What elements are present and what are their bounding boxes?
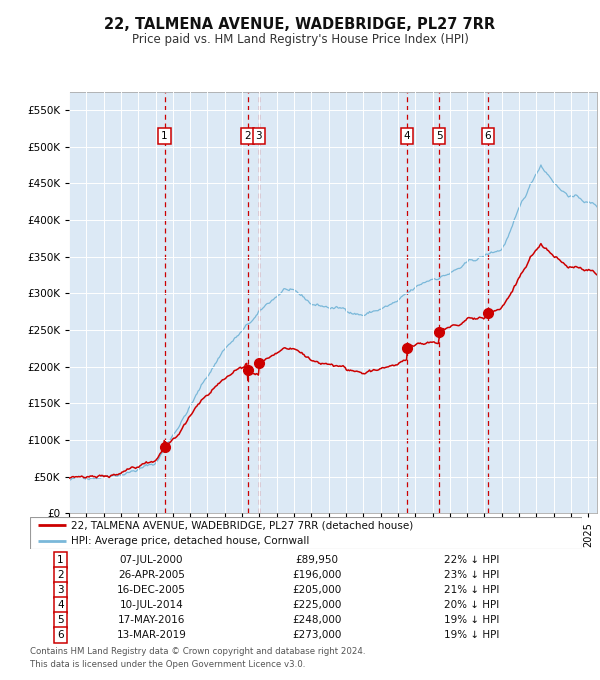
Text: HPI: Average price, detached house, Cornwall: HPI: Average price, detached house, Corn… [71,536,310,546]
Text: Price paid vs. HM Land Registry's House Price Index (HPI): Price paid vs. HM Land Registry's House … [131,33,469,46]
Text: 26-APR-2005: 26-APR-2005 [118,571,185,580]
Text: 19% ↓ HPI: 19% ↓ HPI [444,630,499,640]
Text: 5: 5 [436,131,442,141]
Text: 21% ↓ HPI: 21% ↓ HPI [444,585,499,595]
Text: 19% ↓ HPI: 19% ↓ HPI [444,615,499,625]
Text: 16-DEC-2005: 16-DEC-2005 [117,585,186,595]
Text: 07-JUL-2000: 07-JUL-2000 [119,556,183,565]
Text: 10-JUL-2014: 10-JUL-2014 [119,600,184,610]
Text: £225,000: £225,000 [292,600,342,610]
Text: 22, TALMENA AVENUE, WADEBRIDGE, PL27 7RR: 22, TALMENA AVENUE, WADEBRIDGE, PL27 7RR [104,17,496,32]
Text: Contains HM Land Registry data © Crown copyright and database right 2024.: Contains HM Land Registry data © Crown c… [30,647,365,656]
Text: 4: 4 [404,131,410,141]
Text: 4: 4 [57,600,64,610]
Text: 22% ↓ HPI: 22% ↓ HPI [444,556,499,565]
Text: This data is licensed under the Open Government Licence v3.0.: This data is licensed under the Open Gov… [30,660,305,668]
Text: 20% ↓ HPI: 20% ↓ HPI [444,600,499,610]
Text: £248,000: £248,000 [292,615,342,625]
Text: 3: 3 [57,585,64,595]
Text: 17-MAY-2016: 17-MAY-2016 [118,615,185,625]
Text: 3: 3 [256,131,262,141]
Text: 23% ↓ HPI: 23% ↓ HPI [444,571,499,580]
Text: 1: 1 [57,556,64,565]
Text: £273,000: £273,000 [292,630,342,640]
Text: 6: 6 [57,630,64,640]
Text: 13-MAR-2019: 13-MAR-2019 [116,630,187,640]
Text: 2: 2 [244,131,251,141]
Text: 1: 1 [161,131,168,141]
Text: 6: 6 [485,131,491,141]
Text: 22, TALMENA AVENUE, WADEBRIDGE, PL27 7RR (detached house): 22, TALMENA AVENUE, WADEBRIDGE, PL27 7RR… [71,520,413,530]
Text: 5: 5 [57,615,64,625]
Text: £89,950: £89,950 [296,556,338,565]
Text: £205,000: £205,000 [292,585,341,595]
Text: 2: 2 [57,571,64,580]
Text: £196,000: £196,000 [292,571,342,580]
